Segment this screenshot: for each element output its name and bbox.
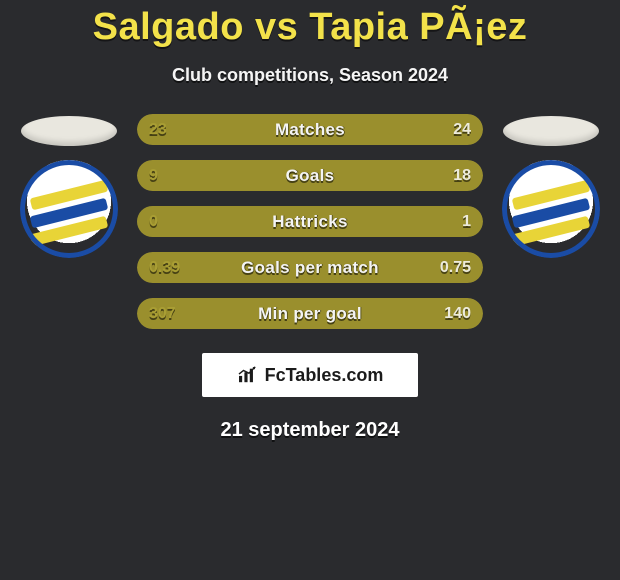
stat-bar: 0.39 Goals per match 0.75: [137, 252, 483, 283]
branding-badge: FcTables.com: [202, 353, 418, 397]
bar-label: Hattricks: [272, 212, 347, 232]
bar-label: Min per goal: [258, 304, 362, 324]
bar-value-left: 9: [149, 167, 158, 185]
bar-label: Goals per match: [241, 258, 379, 278]
right-club-badge: [502, 160, 600, 258]
stat-bar: 9 Goals 18: [137, 160, 483, 191]
bar-value-left: 0.39: [149, 259, 180, 277]
right-country-flag: [503, 116, 599, 146]
comparison-body: 23 Matches 24 9 Goals 18 0 Hattricks 1 0.39 Goals …: [0, 114, 620, 329]
bar-value-left: 23: [149, 121, 167, 139]
bar-label: Goals: [286, 166, 335, 186]
comparison-card: Salgado vs Tapia PÃ¡ez Club competitions…: [0, 0, 620, 442]
left-country-flag: [21, 116, 117, 146]
stat-bars: 23 Matches 24 9 Goals 18 0 Hattricks 1 0.39 Goals …: [137, 114, 483, 329]
bar-value-right: 18: [453, 167, 471, 185]
bar-value-left: 307: [149, 305, 176, 323]
stat-bar: 307 Min per goal 140: [137, 298, 483, 329]
left-club-badge: [20, 160, 118, 258]
bar-value-right: 24: [453, 121, 471, 139]
branding-text: FcTables.com: [265, 365, 384, 386]
left-player-column: [19, 114, 119, 258]
stat-bar: 0 Hattricks 1: [137, 206, 483, 237]
chart-icon: [237, 366, 259, 384]
bar-value-left: 0: [149, 213, 158, 231]
stat-bar: 23 Matches 24: [137, 114, 483, 145]
bar-value-right: 140: [444, 305, 471, 323]
date-text: 21 september 2024: [0, 419, 620, 442]
bar-value-right: 1: [462, 213, 471, 231]
page-title: Salgado vs Tapia PÃ¡ez: [0, 6, 620, 49]
bar-value-right: 0.75: [440, 259, 471, 277]
subtitle: Club competitions, Season 2024: [0, 65, 620, 86]
bar-label: Matches: [275, 120, 345, 140]
right-player-column: [501, 114, 601, 258]
